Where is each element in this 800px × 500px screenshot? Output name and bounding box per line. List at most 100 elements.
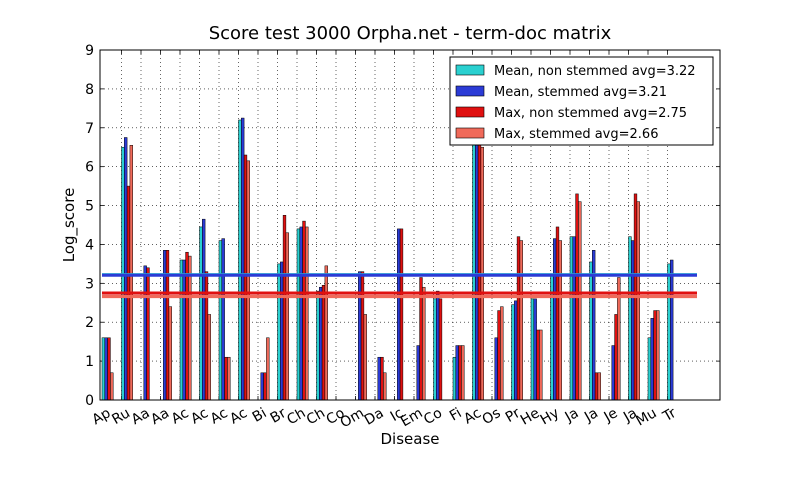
bar bbox=[438, 298, 443, 401]
bar bbox=[458, 345, 462, 401]
bar bbox=[360, 271, 365, 401]
bar bbox=[511, 304, 515, 401]
legend-swatch bbox=[455, 64, 485, 76]
bar bbox=[165, 250, 170, 401]
bar bbox=[104, 337, 108, 401]
bar bbox=[656, 310, 660, 401]
bar bbox=[592, 250, 596, 401]
bar bbox=[199, 226, 203, 401]
bar bbox=[516, 236, 521, 401]
y-tick-label: 6 bbox=[85, 160, 94, 176]
legend: Mean, non stemmed avg=3.22 Mean, stemmed … bbox=[449, 56, 714, 146]
bar bbox=[246, 160, 250, 401]
bar bbox=[653, 310, 657, 401]
bar bbox=[321, 285, 326, 401]
x-tick-label: Aa bbox=[148, 405, 172, 428]
bar bbox=[243, 154, 248, 401]
bar bbox=[631, 240, 635, 401]
bar bbox=[285, 232, 289, 401]
bar bbox=[305, 226, 309, 401]
x-tick-label: Ru bbox=[109, 405, 133, 428]
bar bbox=[182, 259, 186, 401]
x-tick-label: Co bbox=[421, 405, 445, 428]
bar bbox=[188, 255, 192, 401]
bar bbox=[494, 337, 498, 401]
bar bbox=[497, 310, 501, 401]
y-tick-label: 9 bbox=[85, 43, 94, 59]
bar bbox=[572, 236, 576, 401]
chart-title: Score test 3000 Orpha.net - term-doc mat… bbox=[209, 23, 612, 44]
bar bbox=[650, 318, 654, 401]
x-tick-label: Ac bbox=[169, 405, 192, 427]
bar bbox=[299, 226, 303, 401]
bar bbox=[168, 306, 172, 401]
bar bbox=[101, 337, 106, 401]
bar bbox=[670, 259, 674, 401]
legend-box bbox=[449, 56, 714, 146]
bar bbox=[227, 356, 231, 401]
bar bbox=[455, 345, 459, 401]
bar bbox=[578, 201, 582, 401]
bar bbox=[397, 228, 401, 401]
bar bbox=[558, 240, 562, 401]
bar bbox=[399, 228, 404, 401]
x-axis-label: Disease bbox=[381, 430, 440, 448]
bar bbox=[472, 143, 476, 401]
bar bbox=[611, 345, 615, 401]
bar bbox=[146, 267, 150, 401]
bar bbox=[569, 236, 574, 401]
y-tick-label: 5 bbox=[85, 199, 94, 215]
bar bbox=[143, 265, 147, 401]
bar bbox=[124, 137, 128, 401]
bar bbox=[163, 250, 167, 401]
bar bbox=[324, 265, 328, 401]
bar bbox=[539, 329, 543, 401]
bar bbox=[597, 372, 601, 401]
bar bbox=[319, 286, 323, 401]
legend-label: Mean, stemmed avg=3.21 bbox=[494, 85, 667, 100]
bar bbox=[224, 356, 228, 401]
y-tick-label: 8 bbox=[85, 82, 94, 98]
bar bbox=[433, 298, 437, 401]
bar bbox=[263, 372, 267, 401]
bar bbox=[363, 314, 367, 401]
legend-label: Mean, non stemmed avg=3.22 bbox=[494, 64, 696, 79]
bar bbox=[519, 240, 523, 401]
bar bbox=[280, 261, 284, 401]
x-tick-label: Ac bbox=[461, 405, 484, 427]
bar bbox=[530, 298, 535, 401]
bar bbox=[296, 228, 301, 401]
bar bbox=[207, 314, 211, 401]
bar bbox=[416, 345, 420, 401]
legend-swatch bbox=[455, 85, 485, 97]
x-tick-label: Aa bbox=[129, 405, 153, 428]
bar bbox=[358, 271, 362, 401]
bar bbox=[129, 145, 133, 401]
bar bbox=[282, 215, 287, 401]
bar bbox=[452, 356, 457, 401]
x-tick-label: Co bbox=[324, 405, 348, 428]
bar bbox=[628, 236, 632, 401]
bar bbox=[383, 372, 387, 401]
bar bbox=[555, 226, 560, 401]
bar bbox=[266, 337, 270, 401]
bar bbox=[647, 337, 652, 401]
bar bbox=[422, 286, 426, 401]
bar bbox=[316, 290, 320, 401]
y-tick-label: 4 bbox=[85, 237, 94, 253]
bar bbox=[436, 290, 440, 401]
x-tick-label: Ac bbox=[208, 405, 231, 427]
y-tick-label: 2 bbox=[85, 315, 94, 331]
legend-swatch bbox=[455, 106, 485, 118]
legend-label: Max, stemmed avg=2.66 bbox=[494, 127, 658, 142]
bar bbox=[110, 372, 114, 401]
bar bbox=[260, 372, 264, 401]
y-axis-label: Log_score bbox=[60, 188, 79, 263]
bar bbox=[500, 306, 504, 401]
bar bbox=[553, 238, 557, 401]
bar bbox=[636, 201, 640, 401]
bar bbox=[218, 240, 223, 401]
legend-swatch bbox=[455, 127, 485, 139]
